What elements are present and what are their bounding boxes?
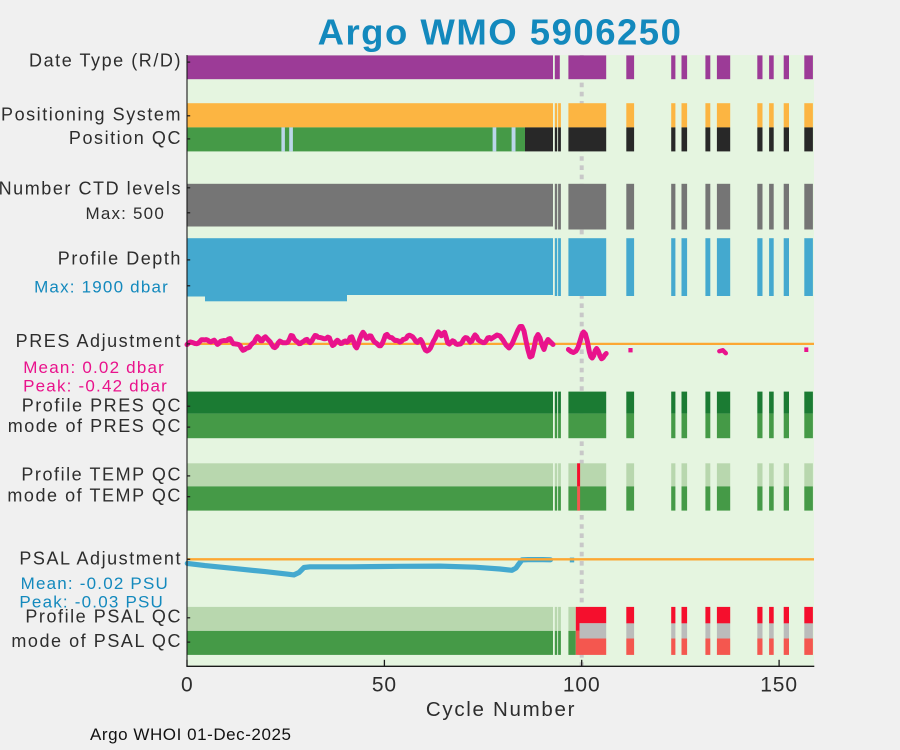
svg-text:0: 0 — [181, 674, 194, 697]
svg-text:Mean: -0.02 PSU: Mean: -0.02 PSU — [21, 574, 169, 593]
svg-text:Profile PRES QC: Profile PRES QC — [22, 395, 182, 415]
svg-text:50: 50 — [372, 674, 397, 697]
svg-text:Peak: -0.03 PSU: Peak: -0.03 PSU — [19, 592, 164, 611]
svg-text:Profile Depth: Profile Depth — [58, 249, 182, 269]
svg-text:Profile TEMP QC: Profile TEMP QC — [21, 465, 182, 485]
svg-text:Max: 1900 dbar: Max: 1900 dbar — [34, 278, 169, 297]
svg-text:Mean: 0.02 dbar: Mean: 0.02 dbar — [23, 358, 165, 377]
svg-text:150: 150 — [760, 674, 798, 697]
svg-text:mode of PRES QC: mode of PRES QC — [8, 416, 182, 436]
svg-text:Number CTD levels: Number CTD levels — [0, 179, 182, 199]
svg-text:PRES Adjustment: PRES Adjustment — [16, 331, 182, 351]
svg-text:Cycle Number: Cycle Number — [426, 698, 576, 721]
svg-text:Positioning System: Positioning System — [1, 104, 182, 124]
svg-text:Max: 500: Max: 500 — [85, 204, 165, 223]
svg-text:Date Type (R/D): Date Type (R/D) — [29, 51, 182, 71]
svg-text:Profile PSAL QC: Profile PSAL QC — [25, 607, 182, 627]
svg-text:100: 100 — [563, 674, 601, 697]
svg-text:mode of TEMP QC: mode of TEMP QC — [7, 485, 182, 505]
svg-text:Peak: -0.42 dbar: Peak: -0.42 dbar — [23, 377, 168, 396]
svg-text:Argo WHOI 01-Dec-2025: Argo WHOI 01-Dec-2025 — [90, 725, 291, 744]
svg-text:PSAL Adjustment: PSAL Adjustment — [19, 549, 182, 569]
svg-text:Argo WMO 5906250: Argo WMO 5906250 — [318, 12, 683, 53]
svg-text:Position QC: Position QC — [69, 128, 182, 148]
svg-text:mode of PSAL QC: mode of PSAL QC — [11, 631, 182, 651]
